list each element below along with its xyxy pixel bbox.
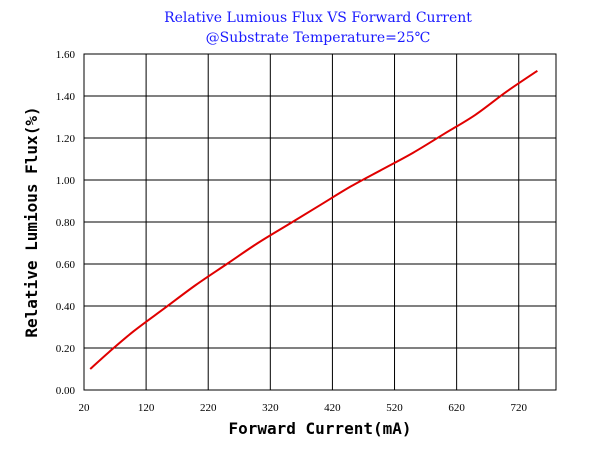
- x-tick-label: 420: [324, 402, 341, 414]
- y-tick-label: 1.00: [56, 175, 76, 187]
- series-layer: [89, 69, 538, 370]
- x-tick-label: 720: [510, 402, 527, 414]
- plot-frame: [83, 53, 557, 391]
- grid: [84, 54, 556, 390]
- x-tick-label: 220: [200, 402, 217, 414]
- chart-title: Relative Lumious Flux VS Forward Current: [164, 10, 472, 26]
- chart-subtitle: @Substrate Temperature=25℃: [206, 30, 431, 46]
- x-tick-label: 120: [138, 402, 155, 414]
- y-tick-label: 0.20: [56, 343, 76, 355]
- y-tick-label: 1.40: [56, 91, 76, 103]
- y-axis-label: Relative Lumious Flux(%): [22, 106, 41, 337]
- x-tick-label: 320: [262, 402, 279, 414]
- y-tick-label: 1.20: [56, 133, 76, 145]
- tick-labels: 20 120 220 320 420 520 620 720 0.00 0.20 0.40 0.60 0…: [56, 49, 528, 414]
- y-tick-label: 1.60: [56, 49, 76, 61]
- y-tick-label: 0.40: [56, 301, 76, 313]
- x-tick-label: 620: [448, 402, 465, 414]
- series-line: [89, 69, 538, 370]
- x-tick-label: 20: [79, 402, 91, 414]
- y-tick-label: 0.80: [56, 217, 76, 229]
- x-tick-label: 520: [386, 402, 403, 414]
- y-tick-label: 0.60: [56, 259, 76, 271]
- x-axis-label: Forward Current(mA): [228, 419, 411, 438]
- y-tick-label: 0.00: [56, 385, 76, 397]
